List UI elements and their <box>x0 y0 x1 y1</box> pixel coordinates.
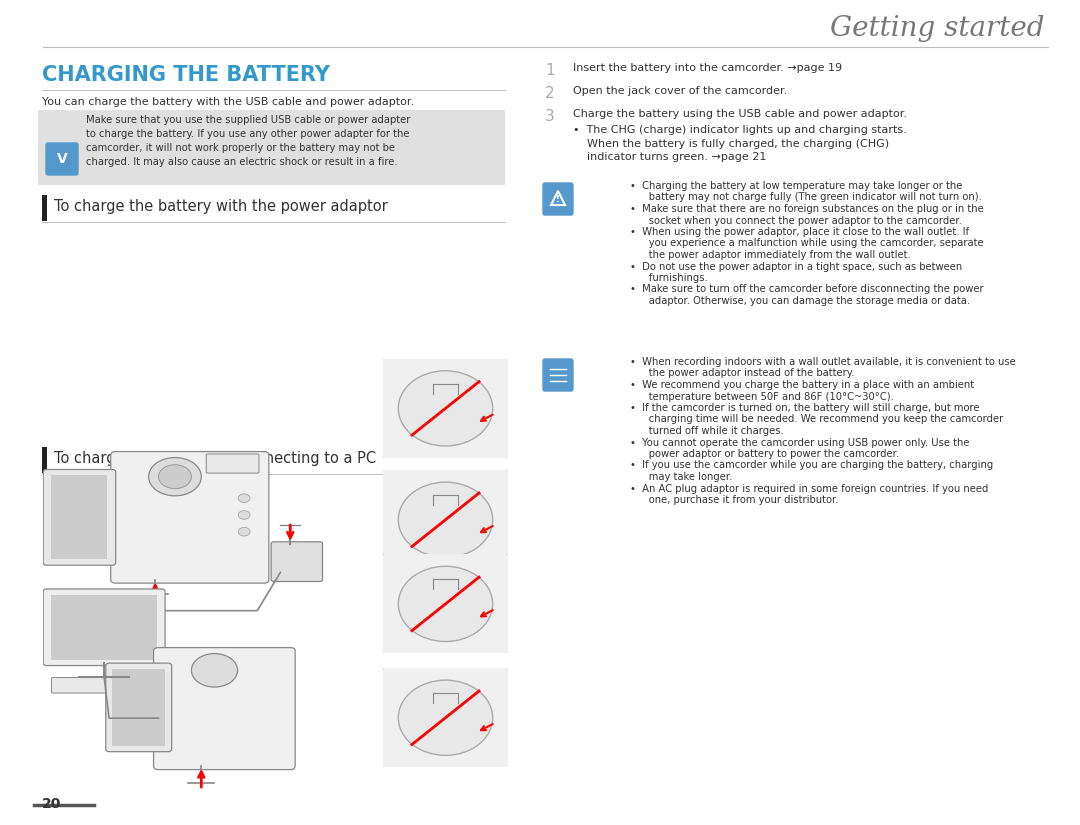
Bar <box>112 669 165 746</box>
Bar <box>38 110 505 185</box>
Bar <box>52 595 157 659</box>
Text: •  Make sure to turn off the camcorder before disconnecting the power: • Make sure to turn off the camcorder be… <box>630 285 984 295</box>
FancyBboxPatch shape <box>111 451 269 583</box>
FancyBboxPatch shape <box>106 663 172 752</box>
Text: turned off while it charges.: turned off while it charges. <box>630 426 784 436</box>
Text: the power adaptor immediately from the wall outlet.: the power adaptor immediately from the w… <box>630 250 910 260</box>
Circle shape <box>239 494 251 502</box>
Circle shape <box>399 680 492 756</box>
Text: !: ! <box>556 196 559 205</box>
Text: one, purchase it from your distributor.: one, purchase it from your distributor. <box>630 495 838 505</box>
Text: temperature between 50F and 86F (10°C~30°C).: temperature between 50F and 86F (10°C~30… <box>630 392 894 402</box>
Text: To charge the battery by connecting to a PC: To charge the battery by connecting to a… <box>54 451 376 466</box>
Text: battery may not charge fully (The green indicator will not turn on).: battery may not charge fully (The green … <box>630 192 982 202</box>
Text: •  The CHG (charge) indicator lights up and charging starts.
    When the batter: • The CHG (charge) indicator lights up a… <box>573 125 907 163</box>
Text: •  If the camcorder is turned on, the battery will still charge, but more: • If the camcorder is turned on, the bat… <box>630 403 980 413</box>
FancyBboxPatch shape <box>46 143 78 175</box>
Text: •  We recommend you charge the battery in a place with an ambient: • We recommend you charge the battery in… <box>630 380 974 390</box>
Text: You can charge the battery with the USB cable and power adaptor.: You can charge the battery with the USB … <box>42 97 414 107</box>
Text: •  An AC plug adaptor is required in some foreign countries. If you need: • An AC plug adaptor is required in some… <box>630 483 988 493</box>
Text: adaptor. Otherwise, you can damage the storage media or data.: adaptor. Otherwise, you can damage the s… <box>630 296 970 306</box>
Bar <box>42 447 48 473</box>
FancyBboxPatch shape <box>543 183 573 215</box>
Text: •  When using the power adaptor, place it close to the wall outlet. If: • When using the power adaptor, place it… <box>630 227 969 237</box>
Text: 1: 1 <box>545 63 555 78</box>
Text: 2: 2 <box>545 86 555 101</box>
Text: •  When recording indoors with a wall outlet available, it is convenient to use: • When recording indoors with a wall out… <box>630 357 1016 367</box>
Text: Insert the battery into the camcorder. →page 19: Insert the battery into the camcorder. →… <box>573 63 842 73</box>
Text: •  Make sure that there are no foreign substances on the plug or in the: • Make sure that there are no foreign su… <box>630 204 984 214</box>
FancyBboxPatch shape <box>206 454 259 473</box>
Text: •  You cannot operate the camcorder using USB power only. Use the: • You cannot operate the camcorder using… <box>630 437 970 447</box>
Text: •  Charging the battery at low temperature may take longer or the: • Charging the battery at low temperatur… <box>630 181 962 191</box>
Circle shape <box>399 566 492 642</box>
FancyBboxPatch shape <box>52 677 170 693</box>
Text: power adaptor or battery to power the camcorder.: power adaptor or battery to power the ca… <box>630 449 900 459</box>
Text: may take longer.: may take longer. <box>630 472 732 482</box>
FancyBboxPatch shape <box>43 589 165 666</box>
FancyBboxPatch shape <box>382 358 509 459</box>
FancyBboxPatch shape <box>153 648 295 770</box>
Text: To charge the battery with the power adaptor: To charge the battery with the power ada… <box>54 199 388 214</box>
Text: the power adaptor instead of the battery.: the power adaptor instead of the battery… <box>630 369 854 379</box>
FancyBboxPatch shape <box>382 554 509 654</box>
Circle shape <box>149 458 201 496</box>
Text: Make sure that you use the supplied USB cable or power adapter
to charge the bat: Make sure that you use the supplied USB … <box>86 115 410 167</box>
Text: 3: 3 <box>545 109 555 124</box>
Text: socket when you connect the power adaptor to the camcorder.: socket when you connect the power adapto… <box>630 215 962 225</box>
FancyBboxPatch shape <box>382 469 509 570</box>
Circle shape <box>159 464 191 488</box>
Bar <box>52 475 107 559</box>
Circle shape <box>239 527 251 536</box>
Text: V: V <box>56 152 67 166</box>
Text: charging time will be needed. We recommend you keep the camcorder: charging time will be needed. We recomme… <box>630 414 1003 425</box>
Text: •  If you use the camcorder while you are charging the battery, charging: • If you use the camcorder while you are… <box>630 460 994 470</box>
Text: CHARGING THE BATTERY: CHARGING THE BATTERY <box>42 65 330 85</box>
Text: Open the jack cover of the camcorder.: Open the jack cover of the camcorder. <box>573 86 787 96</box>
FancyBboxPatch shape <box>271 542 323 582</box>
FancyBboxPatch shape <box>43 469 116 565</box>
Circle shape <box>399 370 492 446</box>
Circle shape <box>239 511 251 519</box>
Text: 20: 20 <box>42 797 62 811</box>
Circle shape <box>399 482 492 558</box>
Text: Getting started: Getting started <box>831 15 1045 42</box>
Text: Charge the battery using the USB cable and power adaptor.: Charge the battery using the USB cable a… <box>573 109 907 119</box>
Bar <box>42 195 48 221</box>
Circle shape <box>191 653 238 687</box>
FancyBboxPatch shape <box>382 667 509 768</box>
Text: you experience a malfunction while using the camcorder, separate: you experience a malfunction while using… <box>630 238 984 248</box>
Text: furnishings.: furnishings. <box>630 273 707 283</box>
Text: •  Do not use the power adaptor in a tight space, such as between: • Do not use the power adaptor in a tigh… <box>630 262 962 271</box>
FancyBboxPatch shape <box>543 359 573 391</box>
